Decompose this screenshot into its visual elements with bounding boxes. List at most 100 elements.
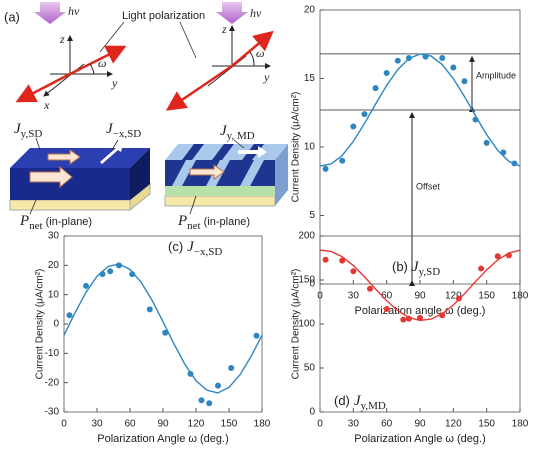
axis-label: y — [111, 76, 118, 90]
diagram-panel: (a) hν hν Light polarization z y x ω z y… — [4, 2, 288, 232]
y-axis-label: Current Density (μA/cm²) — [291, 92, 302, 203]
y-tick-label: -20 — [45, 377, 60, 388]
x-tick-label: 30 — [348, 291, 360, 302]
x-tick-label: 150 — [478, 419, 495, 430]
data-point — [323, 166, 329, 172]
data-point — [339, 258, 345, 264]
x-tick-label: 60 — [124, 419, 136, 430]
data-point — [323, 257, 329, 263]
data-point — [384, 306, 390, 312]
y-tick-label: 5 — [309, 210, 315, 221]
data-point — [361, 111, 367, 117]
data-point — [206, 400, 212, 406]
y-tick-label: 200 — [298, 231, 315, 242]
y-tick-label: 50 — [304, 363, 316, 374]
y-tick-label: -10 — [45, 348, 60, 359]
data-point — [100, 271, 106, 277]
axis-label: y — [263, 70, 270, 84]
data-point — [473, 117, 479, 123]
chart-title: (d)Jy,MD — [334, 393, 386, 411]
data-point — [228, 365, 234, 371]
annotation: Offset — [416, 181, 440, 191]
polarization-arrow — [70, 48, 122, 74]
data-point — [162, 330, 168, 336]
data-point — [450, 65, 456, 71]
data-point — [395, 58, 401, 64]
data-point — [406, 55, 412, 61]
data-point — [373, 85, 379, 91]
data-point — [439, 55, 445, 61]
axis-label: x — [43, 98, 50, 112]
angle-arc — [250, 52, 254, 66]
x-tick-label: 30 — [348, 419, 360, 430]
y-tick-label: 10 — [48, 289, 60, 300]
y-axis-label: Current Density (μA/cm²) — [291, 269, 302, 380]
angle-label: ω — [256, 46, 264, 60]
data-point — [129, 271, 135, 277]
data-point — [67, 312, 73, 318]
current-label: Jy,SD — [14, 121, 42, 139]
polarization-arrow — [170, 66, 232, 108]
data-point — [384, 70, 390, 76]
x-tick-label: 0 — [317, 419, 323, 430]
photon-arrow — [216, 2, 248, 24]
data-point — [107, 268, 113, 274]
substrate — [10, 200, 130, 210]
y-tick-label: 30 — [48, 231, 60, 242]
x-tick-label: 120 — [188, 419, 205, 430]
data-point — [417, 315, 423, 321]
moment-label: Pnet(in-plane) — [177, 213, 250, 231]
annotation: Amplitude — [476, 70, 516, 80]
y-tick-label: 10 — [304, 142, 316, 153]
current-label: J−x,SD — [106, 121, 141, 139]
photon-label: hν — [68, 4, 80, 18]
photon-label: hν — [250, 6, 262, 20]
y-tick-label: 0 — [309, 407, 315, 418]
panel-label: (a) — [4, 9, 20, 24]
data-point — [439, 312, 445, 318]
panel-label: (b) — [392, 259, 408, 274]
y-tick-label: 20 — [48, 260, 60, 271]
plot-frame — [320, 10, 520, 284]
x-tick-label: 90 — [157, 419, 169, 430]
data-point — [254, 333, 260, 339]
y-tick-label: 0 — [53, 319, 59, 330]
data-point — [188, 371, 194, 377]
axis-label: z — [59, 32, 65, 46]
data-point — [400, 317, 406, 323]
chart-title: (c)J−x,SD — [168, 239, 222, 257]
data-point — [215, 383, 221, 389]
substrate — [165, 196, 275, 206]
data-point — [350, 123, 356, 129]
annotation: Light polarization — [122, 10, 205, 22]
data-point — [199, 397, 205, 403]
panel-label: (d) — [334, 393, 350, 408]
x-tick-label: 180 — [512, 419, 529, 430]
data-point — [500, 149, 506, 155]
title-subscript: y,MD — [361, 400, 386, 412]
x-tick-label: 150 — [221, 419, 238, 430]
x-tick-label: 0 — [61, 419, 67, 430]
x-tick-label: 90 — [414, 291, 426, 302]
y-axis-label: Current Density (μA/cm²) — [35, 269, 46, 380]
axis-label: z — [221, 22, 227, 36]
photon-arrow — [34, 2, 66, 24]
spacer — [165, 186, 275, 196]
data-point — [367, 286, 373, 292]
panel-label: (c) — [168, 239, 183, 254]
y-tick-label: 15 — [304, 73, 316, 84]
data-point — [147, 306, 153, 312]
data-point — [511, 160, 517, 166]
x-tick-label: 30 — [91, 419, 103, 430]
data-point — [478, 266, 484, 272]
chart-title: (b)Jy,SD — [392, 259, 440, 277]
moment-label: Pnet(in-plane) — [19, 213, 92, 231]
film — [10, 168, 130, 200]
data-point — [406, 316, 412, 322]
title-subscript: −x,SD — [194, 246, 223, 258]
plot-frame — [64, 236, 262, 412]
y-tick-label: 20 — [304, 5, 316, 16]
angle-label: ω — [98, 56, 106, 70]
fit-curve — [64, 264, 262, 393]
data-point — [495, 253, 501, 259]
